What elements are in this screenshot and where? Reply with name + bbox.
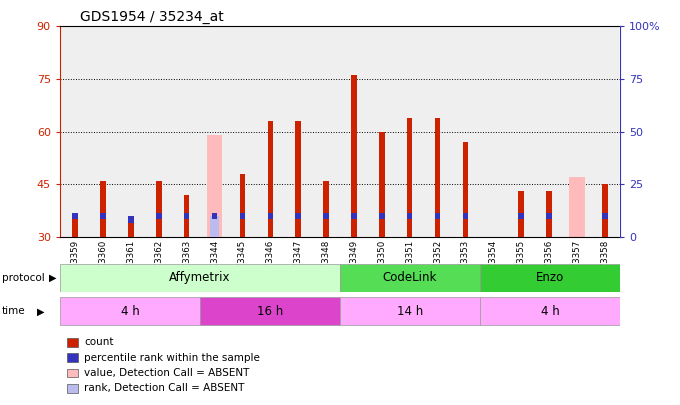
Text: protocol: protocol: [2, 273, 45, 283]
Bar: [396, 26, 424, 237]
Bar: [340, 264, 480, 292]
Bar: [573, 237, 581, 304]
Bar: [602, 213, 608, 219]
Bar: [351, 75, 357, 237]
Bar: [128, 216, 134, 222]
Bar: [340, 26, 368, 237]
Bar: [546, 191, 552, 237]
Bar: [574, 301, 580, 307]
Bar: [312, 26, 340, 237]
Bar: [480, 297, 620, 326]
Text: CodeLink: CodeLink: [383, 271, 437, 284]
Text: ▶: ▶: [37, 307, 45, 316]
Text: value, Detection Call = ABSENT: value, Detection Call = ABSENT: [84, 368, 250, 378]
Bar: [379, 213, 385, 219]
Bar: [489, 237, 498, 304]
Bar: [407, 213, 413, 219]
Bar: [518, 213, 524, 219]
Bar: [72, 216, 78, 237]
Bar: [368, 26, 396, 237]
Bar: [295, 121, 301, 237]
Bar: [546, 213, 552, 219]
Bar: [228, 26, 256, 237]
Bar: [340, 297, 480, 326]
Bar: [284, 26, 312, 237]
Bar: [267, 121, 273, 237]
Bar: [89, 26, 117, 237]
Text: 4 h: 4 h: [120, 305, 139, 318]
Bar: [435, 117, 441, 237]
Text: time: time: [2, 307, 26, 316]
Bar: [145, 26, 173, 237]
Text: 16 h: 16 h: [257, 305, 283, 318]
Bar: [323, 181, 329, 237]
Text: GDS1954 / 35234_at: GDS1954 / 35234_at: [80, 10, 224, 24]
Bar: [535, 26, 563, 237]
Bar: [486, 237, 501, 265]
Bar: [61, 26, 89, 237]
Bar: [379, 132, 385, 237]
Bar: [207, 135, 222, 237]
Bar: [452, 26, 479, 237]
Bar: [462, 213, 469, 219]
Bar: [200, 297, 340, 326]
Text: percentile rank within the sample: percentile rank within the sample: [84, 353, 260, 362]
Bar: [100, 213, 106, 219]
Bar: [267, 213, 273, 219]
Bar: [323, 213, 329, 219]
Bar: [424, 26, 452, 237]
Bar: [407, 117, 413, 237]
Bar: [128, 220, 134, 237]
Bar: [210, 216, 219, 237]
Bar: [480, 264, 620, 292]
Text: Affymetrix: Affymetrix: [169, 271, 231, 284]
Bar: [462, 142, 469, 237]
Text: ▶: ▶: [49, 273, 56, 283]
Bar: [602, 184, 608, 237]
Bar: [184, 213, 190, 219]
Bar: [239, 174, 245, 237]
Bar: [184, 195, 190, 237]
Bar: [72, 213, 78, 219]
Text: Enzo: Enzo: [536, 271, 564, 284]
Bar: [435, 213, 441, 219]
Bar: [100, 181, 106, 237]
Bar: [156, 213, 162, 219]
Bar: [479, 26, 507, 237]
Bar: [591, 26, 619, 237]
Bar: [490, 301, 496, 307]
Bar: [569, 177, 585, 237]
Text: count: count: [84, 337, 114, 347]
Bar: [117, 26, 145, 237]
Bar: [173, 26, 201, 237]
Bar: [563, 26, 591, 237]
Bar: [256, 26, 284, 237]
Text: 14 h: 14 h: [397, 305, 423, 318]
Bar: [351, 213, 357, 219]
Bar: [507, 26, 535, 237]
Bar: [60, 297, 200, 326]
Bar: [239, 213, 245, 219]
Text: 4 h: 4 h: [541, 305, 560, 318]
Text: rank, Detection Call = ABSENT: rank, Detection Call = ABSENT: [84, 384, 245, 393]
Bar: [518, 191, 524, 237]
Bar: [295, 213, 301, 219]
Bar: [60, 264, 340, 292]
Bar: [201, 26, 228, 237]
Bar: [156, 181, 162, 237]
Bar: [211, 213, 218, 219]
